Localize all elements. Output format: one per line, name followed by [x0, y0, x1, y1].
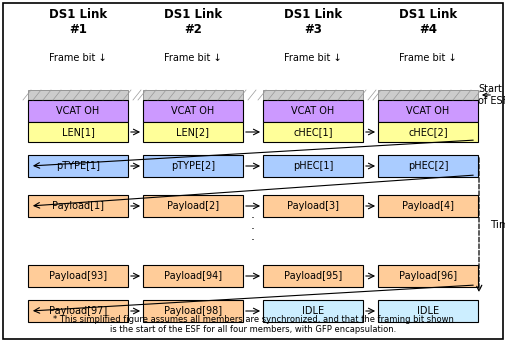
Bar — [377, 100, 477, 122]
Bar — [377, 265, 477, 287]
Bar — [143, 122, 242, 142]
Text: DS1 Link
#1: DS1 Link #1 — [49, 8, 107, 36]
Bar — [263, 90, 362, 100]
Text: Payload[97]: Payload[97] — [49, 306, 107, 316]
Text: IDLE: IDLE — [301, 306, 323, 316]
Text: Start
of ESF: Start of ESF — [477, 84, 505, 106]
Text: Payload[98]: Payload[98] — [164, 306, 222, 316]
Text: VCAT OH: VCAT OH — [406, 106, 449, 116]
Bar — [143, 155, 242, 177]
Text: * This simplified figure assumes all members are synchronized, and that the fram: * This simplified figure assumes all mem… — [53, 315, 452, 334]
Text: VCAT OH: VCAT OH — [171, 106, 214, 116]
Text: pTYPE[2]: pTYPE[2] — [171, 161, 215, 171]
Text: Payload[94]: Payload[94] — [164, 271, 222, 281]
Text: cHEC[2]: cHEC[2] — [408, 127, 447, 137]
Bar — [263, 122, 362, 142]
Bar — [263, 195, 362, 217]
Bar — [377, 195, 477, 217]
Text: pTYPE[1]: pTYPE[1] — [56, 161, 100, 171]
Text: Frame bit ↓: Frame bit ↓ — [49, 53, 107, 63]
Bar — [263, 100, 362, 122]
Text: DS1 Link
#2: DS1 Link #2 — [164, 8, 222, 36]
Text: LEN[1]: LEN[1] — [62, 127, 94, 137]
Bar — [143, 300, 242, 322]
Bar — [28, 90, 128, 100]
Text: pHEC[1]: pHEC[1] — [292, 161, 332, 171]
Text: Time: Time — [489, 220, 505, 230]
Bar — [143, 265, 242, 287]
Bar — [143, 90, 242, 100]
Bar — [377, 122, 477, 142]
Text: DS1 Link
#4: DS1 Link #4 — [398, 8, 456, 36]
Text: VCAT OH: VCAT OH — [291, 106, 334, 116]
Text: Payload[2]: Payload[2] — [167, 201, 219, 211]
Bar — [377, 300, 477, 322]
Text: DS1 Link
#3: DS1 Link #3 — [283, 8, 341, 36]
Text: Payload[1]: Payload[1] — [52, 201, 104, 211]
Text: Payload[3]: Payload[3] — [286, 201, 338, 211]
Text: Payload[96]: Payload[96] — [398, 271, 456, 281]
Text: Frame bit ↓: Frame bit ↓ — [164, 53, 221, 63]
Text: Payload[4]: Payload[4] — [401, 201, 453, 211]
Text: LEN[2]: LEN[2] — [176, 127, 209, 137]
Text: cHEC[1]: cHEC[1] — [293, 127, 332, 137]
Text: pHEC[2]: pHEC[2] — [407, 161, 447, 171]
Text: Payload[93]: Payload[93] — [49, 271, 107, 281]
Text: ·
·
·: · · · — [250, 212, 255, 248]
Bar — [377, 90, 477, 100]
Text: IDLE: IDLE — [416, 306, 438, 316]
Bar — [28, 300, 128, 322]
Bar — [263, 155, 362, 177]
Bar — [143, 195, 242, 217]
Bar — [143, 100, 242, 122]
Bar — [263, 265, 362, 287]
Bar — [28, 100, 128, 122]
Text: VCAT OH: VCAT OH — [56, 106, 99, 116]
Text: Frame bit ↓: Frame bit ↓ — [398, 53, 456, 63]
Bar — [377, 155, 477, 177]
Bar — [28, 195, 128, 217]
Text: Frame bit ↓: Frame bit ↓ — [284, 53, 341, 63]
Bar — [28, 122, 128, 142]
Bar — [263, 300, 362, 322]
Bar — [28, 155, 128, 177]
Text: Payload[95]: Payload[95] — [283, 271, 341, 281]
Bar — [28, 265, 128, 287]
